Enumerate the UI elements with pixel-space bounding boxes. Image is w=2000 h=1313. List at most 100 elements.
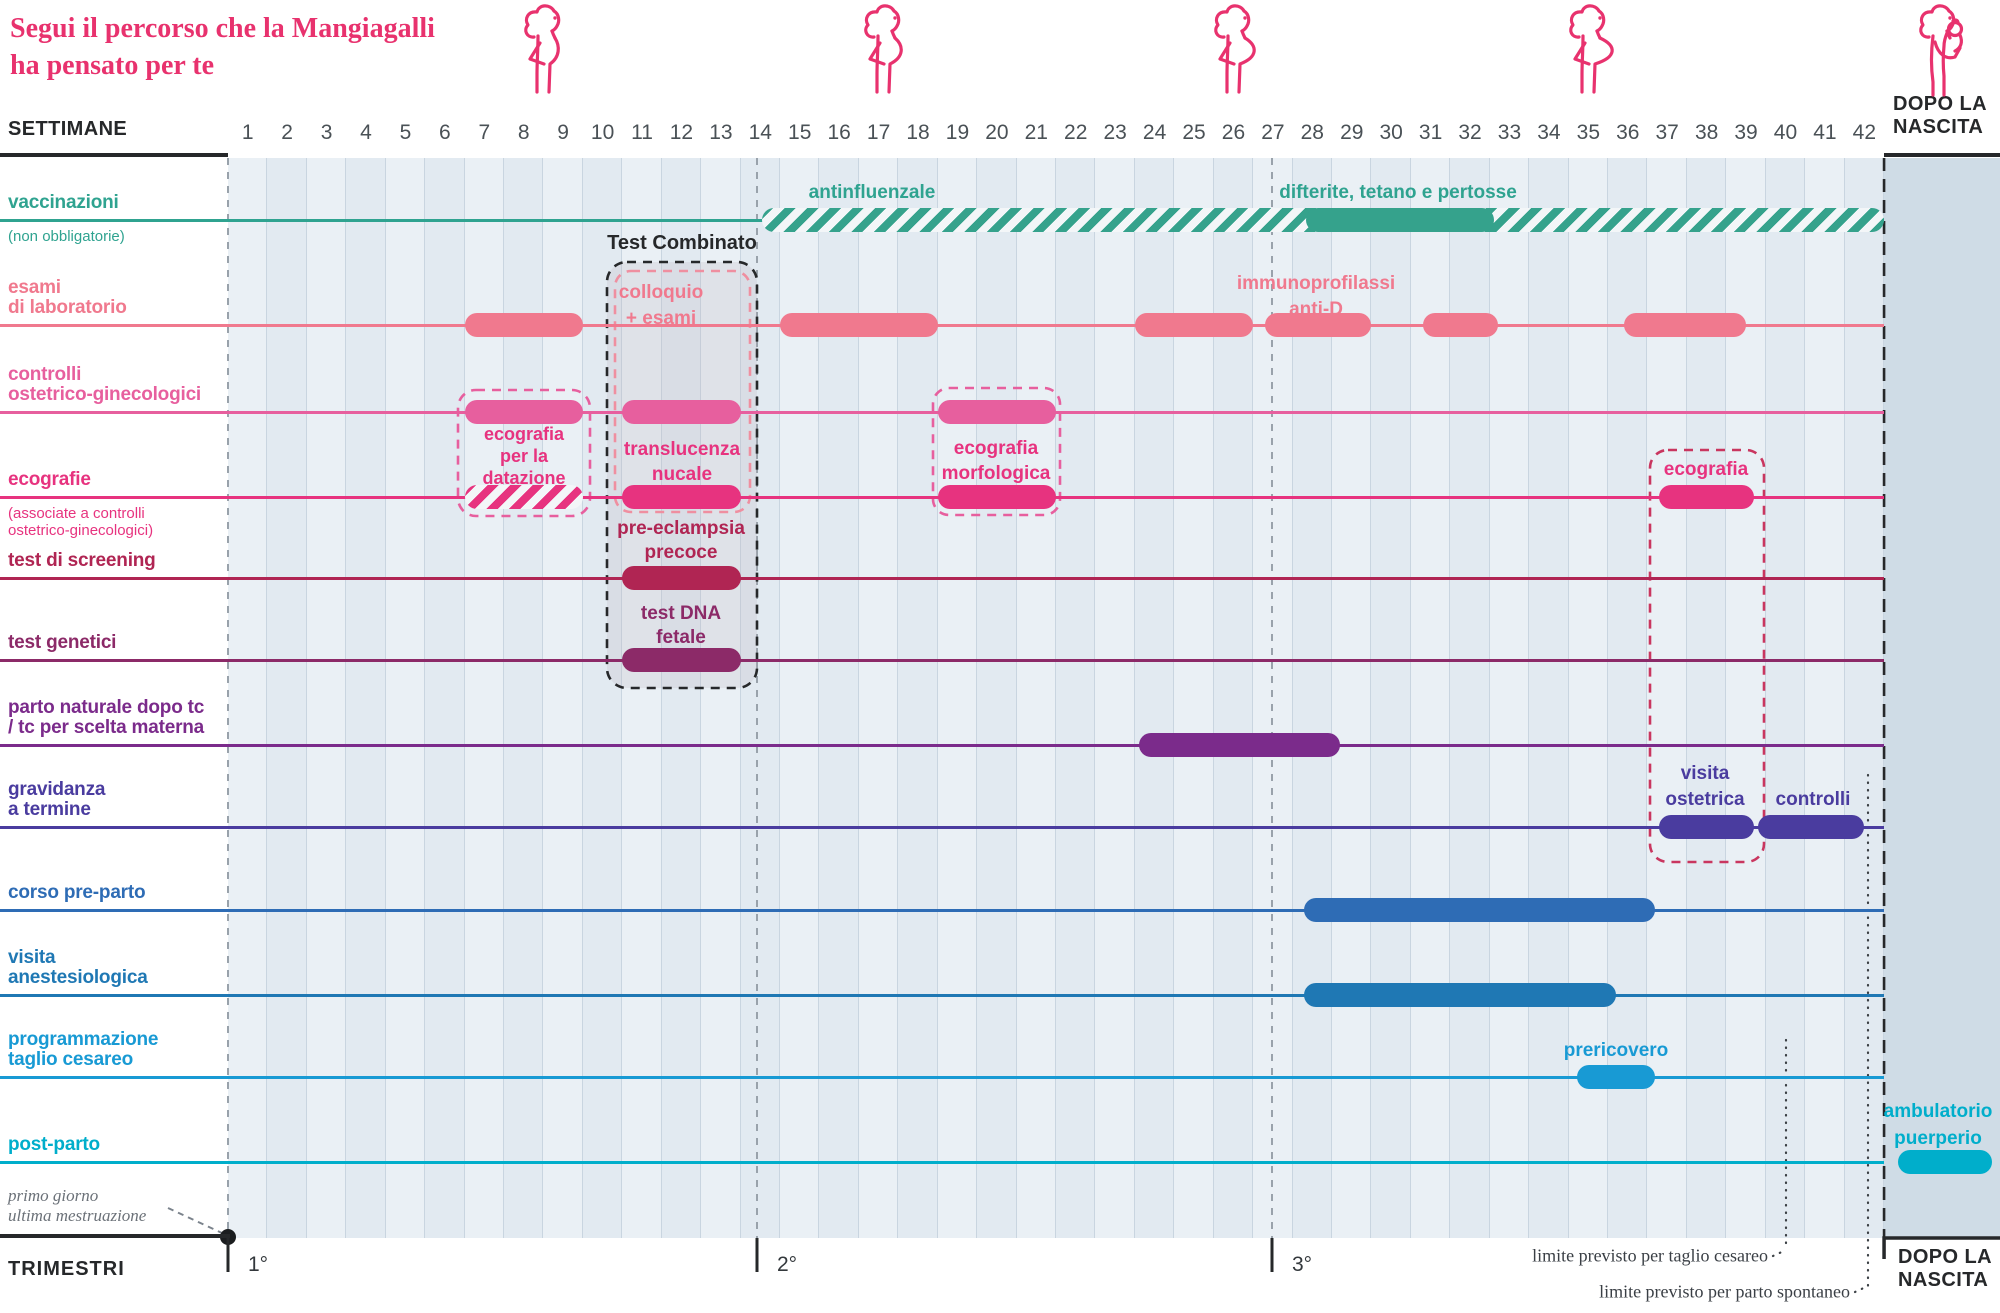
week-column <box>858 158 899 1238</box>
row-label-ecografie: ecografie <box>8 469 91 490</box>
week-column <box>1174 158 1214 1238</box>
week-column <box>267 158 307 1238</box>
trimesters-axis-line <box>0 1234 230 1238</box>
week-tick-label: 4 <box>360 121 372 144</box>
row-label-visita-anestesiologica: visita anestesiologica <box>8 947 148 988</box>
week-tick-label: 30 <box>1379 121 1403 144</box>
week-tick-label: 18 <box>906 121 930 144</box>
week-column <box>425 158 465 1238</box>
bar-gravidanza-termine-1 <box>1659 815 1754 839</box>
title-line2: ha pensato per te <box>10 50 215 81</box>
week-tick-label: 40 <box>1773 121 1798 144</box>
week-tick-label: 29 <box>1340 121 1364 144</box>
week-tick-label: 21 <box>1024 121 1048 144</box>
week-tick-label: 19 <box>945 121 970 144</box>
row-sublabel-ecografie: (associate a controlli ostetrico-ginecol… <box>8 505 154 539</box>
annotation-translucenza: translucenza nucale <box>623 439 741 485</box>
row-line-post-parto <box>0 1160 1884 1164</box>
week-column <box>977 158 1017 1238</box>
title-line1: Segui il percorso che la Mangiagalli <box>10 13 435 44</box>
week-tick-label: 15 <box>788 121 812 144</box>
annotation-ambulatorio-puerperio: ambulatorio puerperio <box>1883 1101 1993 1149</box>
row-line-visita-anestesiologica <box>0 993 1884 997</box>
bar-corso-pre-parto-1 <box>1304 898 1656 922</box>
week-tick-label: 36 <box>1616 121 1640 144</box>
week-tick-label: 23 <box>1103 121 1127 144</box>
origin-connector <box>167 1207 223 1234</box>
row-line-parto-naturale <box>0 743 1884 747</box>
annotation-pre-eclampsia: pre-eclampsia precoce <box>617 518 745 563</box>
week-tick-label: 26 <box>1221 121 1246 144</box>
week-tick-label: 25 <box>1182 121 1206 144</box>
week-tick-label: 6 <box>439 121 451 144</box>
week-column <box>1056 158 1096 1238</box>
week-column <box>1450 158 1490 1238</box>
annotation-controlli-finali: controlli <box>1775 789 1851 810</box>
mother-with-baby-icon <box>1908 2 1972 103</box>
week-tick-label: 41 <box>1813 121 1837 144</box>
origin-note: primo giorno ultima mestruazione <box>8 1186 147 1225</box>
week-column <box>1292 158 1333 1238</box>
week-tick-label: 13 <box>709 121 733 144</box>
week-tick-label: 33 <box>1497 121 1522 144</box>
bar-ecografie-3 <box>937 485 1057 509</box>
row-label-post-parto: post-parto <box>8 1134 100 1155</box>
week-tick-label: 5 <box>399 121 412 144</box>
week-column <box>898 158 938 1238</box>
week-column <box>1805 158 1845 1238</box>
week-column <box>504 158 544 1238</box>
week-tick-label: 27 <box>1261 121 1285 144</box>
annotation-ecografia-finale: ecografia <box>1663 459 1749 480</box>
week-column <box>385 158 426 1238</box>
bar-post-parto-1 <box>1897 1150 1993 1174</box>
annotation-colloquio-esami: colloquio + esami <box>618 282 704 329</box>
week-column <box>1134 158 1175 1238</box>
week-tick-label: 28 <box>1300 121 1324 144</box>
bar-test-genetici-1 <box>622 648 741 672</box>
week-tick-label: 1 <box>241 121 254 144</box>
row-label-programmazione-taglio-cesareo: programmazione taglio cesareo <box>8 1029 159 1070</box>
week-tick-label: 39 <box>1734 121 1758 144</box>
week-column <box>1095 158 1135 1238</box>
row-sublabel-vaccinazioni: (non obbligatorie) <box>8 228 125 245</box>
pregnant-woman-2-icon <box>853 2 917 103</box>
bar-controlli-ostetrico-3 <box>937 400 1057 424</box>
week-column <box>464 158 504 1238</box>
week-column <box>1016 158 1057 1238</box>
row-line-programmazione-taglio-cesareo <box>0 1075 1884 1079</box>
bar-ecografie-1 <box>464 485 583 509</box>
week-tick-label: 34 <box>1537 121 1561 144</box>
week-tick-label: 17 <box>866 121 891 144</box>
week-column <box>543 158 583 1238</box>
bar-ecografie-2 <box>622 485 741 509</box>
page-title: Segui il percorso che la Mangiagalli ha … <box>10 10 435 84</box>
limit-connector <box>1853 1284 1870 1294</box>
bar-vaccinazioni-2 <box>1306 208 1494 232</box>
week-tick-label: 31 <box>1418 121 1443 144</box>
week-column <box>1529 158 1569 1238</box>
annotation-antinfluenzale: antinfluenzale <box>808 182 936 203</box>
annotation-visita-ostetrica: visita ostetrica <box>1665 763 1745 810</box>
week-column <box>1608 158 1648 1238</box>
bar-parto-naturale-1 <box>1138 733 1340 757</box>
week-tick-label: 12 <box>669 121 694 144</box>
week-tick-label: 16 <box>827 121 851 144</box>
annotation-ecografia-morfologica: ecografia morfologica <box>941 438 1051 484</box>
weeks-axis-underline <box>0 153 228 157</box>
row-line-gravidanza-termine <box>0 825 1884 829</box>
row-label-esami-laboratorio: esami di laboratorio <box>8 277 127 318</box>
trimester-label-2: 2° <box>777 1253 798 1276</box>
row-line-esami-laboratorio <box>0 323 1884 327</box>
pregnant-woman-1-icon <box>513 2 577 103</box>
week-tick-label: 11 <box>631 121 653 144</box>
annotation-test-dna: test DNA fetale <box>640 603 722 648</box>
bar-controlli-ostetrico-2 <box>622 400 741 424</box>
week-tick-label: 38 <box>1694 121 1719 144</box>
annotation-prericovero: prericovero <box>1563 1040 1669 1061</box>
bar-gravidanza-termine-2 <box>1757 815 1865 839</box>
after-birth-footer-label: DOPO LA NASCITA <box>1898 1246 1992 1291</box>
week-column <box>819 158 859 1238</box>
week-column <box>780 158 820 1238</box>
annotation-ecografia-datazione: ecografia per la datazione <box>482 424 566 488</box>
row-line-test-screening <box>0 576 1884 580</box>
